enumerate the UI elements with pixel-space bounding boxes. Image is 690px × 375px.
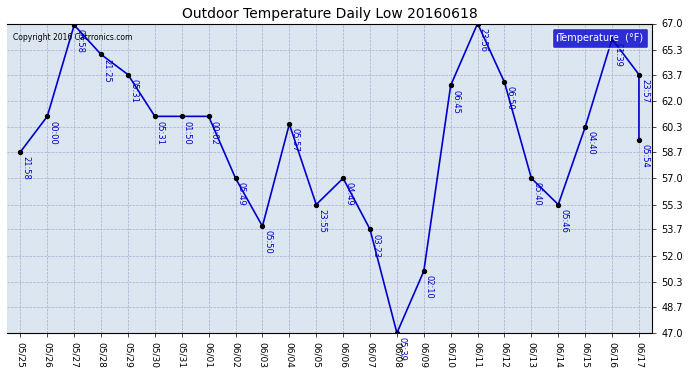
Point bbox=[284, 121, 295, 127]
Text: 23:55: 23:55 bbox=[317, 209, 326, 232]
Point bbox=[69, 22, 80, 28]
Point bbox=[633, 72, 644, 78]
Text: 06:50: 06:50 bbox=[506, 87, 515, 110]
Point bbox=[230, 175, 241, 181]
Point bbox=[203, 113, 214, 119]
Point bbox=[472, 21, 483, 27]
Point bbox=[391, 330, 402, 336]
Text: 05:39: 05:39 bbox=[398, 337, 407, 361]
Legend: Temperature  (°F): Temperature (°F) bbox=[552, 28, 647, 48]
Text: 01:39: 01:39 bbox=[613, 43, 622, 67]
Point bbox=[526, 175, 537, 181]
Point bbox=[499, 79, 510, 85]
Text: 05:50: 05:50 bbox=[264, 230, 273, 254]
Point bbox=[149, 113, 160, 119]
Point bbox=[95, 51, 106, 57]
Point bbox=[176, 113, 187, 119]
Text: 04:49: 04:49 bbox=[344, 182, 353, 206]
Point bbox=[15, 149, 26, 155]
Point bbox=[257, 223, 268, 229]
Text: 01:50: 01:50 bbox=[183, 120, 192, 144]
Point bbox=[633, 136, 644, 142]
Text: 05:49: 05:49 bbox=[237, 182, 246, 206]
Text: 05:31: 05:31 bbox=[156, 120, 165, 144]
Text: 03:23: 03:23 bbox=[371, 234, 380, 258]
Text: 05:46: 05:46 bbox=[560, 209, 569, 232]
Point bbox=[42, 113, 53, 119]
Point bbox=[122, 72, 133, 78]
Text: 21:58: 21:58 bbox=[21, 156, 30, 180]
Text: 21:25: 21:25 bbox=[102, 58, 111, 82]
Text: 05:40: 05:40 bbox=[533, 182, 542, 206]
Text: 05:31: 05:31 bbox=[129, 79, 138, 103]
Text: 04:40: 04:40 bbox=[586, 131, 595, 155]
Point bbox=[418, 268, 429, 274]
Text: 05:54: 05:54 bbox=[640, 144, 649, 168]
Point bbox=[310, 202, 322, 208]
Text: Copyright 2016 Catrronics.com: Copyright 2016 Catrronics.com bbox=[13, 33, 132, 42]
Point bbox=[337, 175, 348, 181]
Title: Outdoor Temperature Daily Low 20160618: Outdoor Temperature Daily Low 20160618 bbox=[181, 7, 477, 21]
Point bbox=[607, 36, 618, 42]
Point bbox=[445, 82, 456, 88]
Text: 05:57: 05:57 bbox=[290, 128, 299, 152]
Text: 06:45: 06:45 bbox=[452, 90, 461, 114]
Text: 00:02: 00:02 bbox=[210, 120, 219, 144]
Text: 23:56: 23:56 bbox=[479, 28, 488, 52]
Point bbox=[364, 226, 375, 232]
Point bbox=[580, 124, 591, 130]
Text: 02:10: 02:10 bbox=[425, 275, 434, 299]
Text: 00:00: 00:00 bbox=[48, 120, 57, 144]
Text: 03:58: 03:58 bbox=[75, 29, 84, 53]
Text: 23:57: 23:57 bbox=[640, 79, 649, 103]
Point bbox=[553, 202, 564, 208]
